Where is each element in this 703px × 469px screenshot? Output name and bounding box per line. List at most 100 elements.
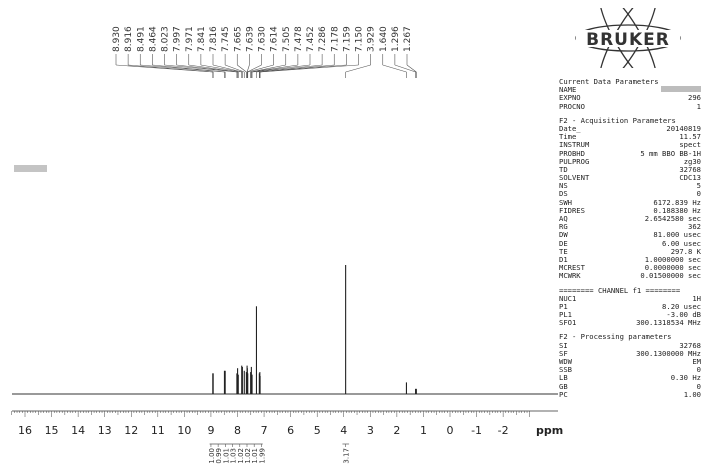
param-value: 0.30 Hz [670,373,701,383]
param-key: DW [559,230,568,240]
x-tick-label: 14 [71,424,85,437]
param-value: 8.20 usec [662,301,701,311]
atom-logo-icon: BRUKER [575,0,681,85]
current-data-title: Current Data Parameters [559,77,659,86]
peak-label: 1.267 [403,26,413,52]
x-tick-label: 0 [447,424,454,437]
peak-label: 7.745 [221,26,231,52]
bruker-logo-text: BRUKER [586,30,670,50]
channel-param-row: PL1 -3.00 dB [559,310,701,320]
peak-label: 7.816 [209,26,219,52]
param-value: 300.1318534 MHz [636,318,701,328]
integral-value: 3.17 [343,448,351,464]
peak-label: 7.150 [355,26,365,52]
acquisition-param-row: Time 11.57 [559,132,701,142]
param-value: -3.00 dB [666,310,701,320]
x-tick-label: -1 [471,424,482,437]
processing-param-row: SSB 0 [559,365,701,374]
acquisition-param-row: TD 32768 [559,165,701,174]
param-value: 0.0000000 sec [644,263,701,273]
peak-label-leader [200,64,242,73]
processing-param-row: WDW EM [559,357,701,366]
param-value: 81.000 usec [653,230,701,240]
acquisition-title: F2 - Acquisition Parameters [559,115,676,125]
ppm-unit-label: ppm [536,424,563,437]
acquisition-param-row: MCWRK 0.01500000 sec [559,272,701,280]
param-key: SFO1 [559,318,577,328]
param-key: PROBHD [559,148,585,158]
param-key: MCWRK [559,271,581,281]
param-key: Date_ [559,123,581,133]
x-tick-label: 10 [177,424,191,437]
peak-label: 8.023 [161,26,171,52]
x-tick-label: 6 [287,424,294,437]
param-value: 0 [696,381,701,391]
processing-param-row: SF 300.1300000 MHz [559,348,701,358]
peak-label-leader [250,64,286,73]
x-tick-label: 3 [367,424,374,437]
param-value: EM [692,357,701,366]
integral-value: 1.02 [237,448,245,464]
processing-param-row: GB 0 [559,381,701,391]
peak-label-leader [345,64,371,73]
integral-value: 1.03 [230,448,238,464]
x-tick-label: 1 [420,424,427,437]
param-value: 20140819 [666,123,701,133]
x-tick-label: 2 [393,424,400,437]
param-key: FIDRES [559,205,585,215]
x-tick-label: 5 [314,424,321,437]
param-value: 300.1300000 MHz [636,348,701,358]
acquisition-param-row: DE 6.00 usec [559,238,701,248]
redaction-left [14,165,47,172]
integral-value: 0.99 [215,448,223,464]
param-key: SOLVENT [559,173,590,183]
peak-label-leader [152,64,226,73]
peak-label-leader [382,64,407,73]
param-value: 296 [688,93,701,103]
param-key: RG [559,222,568,232]
param-key: NAME [559,85,577,95]
peak-label-leader [246,64,250,73]
param-value: 1.0000000 sec [644,254,701,264]
bruker-logo: BRUKER [568,0,688,85]
peak-label: 7.178 [330,26,340,52]
param-key: PULPROG [559,156,590,166]
param-key: NUC1 [559,293,577,303]
param-key: Time [559,132,577,142]
acquisition-params: Date_ 20140819 Time 11.57 INSTRUM spect PROBHD… [559,123,701,281]
processing-param-row: LB 0.30 Hz [559,374,701,382]
peak-label-leader [188,64,239,73]
param-value: 6.00 usec [662,238,701,248]
param-value: 0.01500000 sec [640,271,701,281]
peak-label-leader [252,64,311,73]
processing-param-row: PC 1.00 [559,390,701,399]
param-value: zg30 [683,156,701,166]
param-value: 362 [688,222,701,232]
peak-label-leader [237,64,247,73]
peak-label: 7.286 [318,26,328,52]
param-row-name: NAME [559,85,701,95]
peak-label-leader [128,64,214,73]
processing-param-row: SI 32768 [559,341,701,350]
channel-param-row: NUC1 1H [559,293,701,303]
param-value: 0 [696,189,701,199]
peak-label: 8.491 [136,26,146,52]
param-value: spect [679,140,701,150]
param-key: SF [559,348,568,358]
acquisition-param-row: MCREST 0.0000000 sec [559,263,701,273]
x-tick-label: 9 [207,424,214,437]
param-key: SWH [559,197,572,207]
channel-params: NUC1 1H P1 8.20 usec PL1 -3.00 dB SFO1 300.1318… [559,293,701,328]
peak-label-leader [176,64,238,73]
parameters-panel: Current Data Parameters NAME EXPNO 296 PR… [559,77,701,399]
peak-label-leader [256,64,323,73]
peak-label: 8.930 [112,26,122,52]
acquisition-param-row: PROBHD 5 mm BBO BB-1H [559,148,701,158]
param-value: CDC13 [679,173,701,183]
channel-title: ======== CHANNEL f1 ======== [559,285,681,295]
acquisition-param-row: SOLVENT CDC13 [559,173,701,183]
peak-label: 7.639 [245,26,255,52]
peak-label-leader [247,64,274,73]
peak-label: 7.630 [258,26,268,52]
peak-label: 1.296 [391,26,401,52]
